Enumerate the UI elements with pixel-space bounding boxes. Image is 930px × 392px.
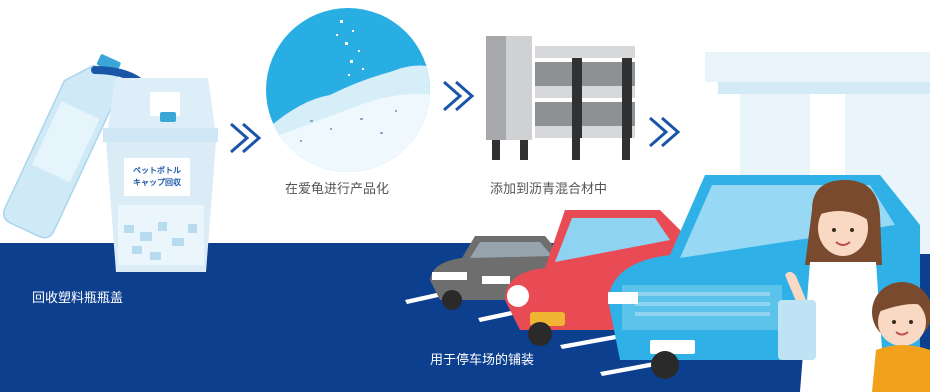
asphalt-plant-icon bbox=[486, 36, 635, 160]
step-arrow-3-icon bbox=[649, 116, 681, 148]
bottle-icon bbox=[3, 54, 121, 239]
bin-sign-line1: ペットボトル bbox=[133, 166, 181, 175]
bin-sign-line2: キャップ回収 bbox=[133, 178, 181, 187]
step-arrow-1-icon bbox=[230, 122, 262, 154]
bin-sign: ペットボトル キャップ回収 bbox=[124, 158, 190, 196]
step-label-recycle: 回收塑料瓶瓶盖 bbox=[32, 291, 124, 306]
step-label-asphalt: 添加到沥青混合材中 bbox=[490, 182, 608, 197]
step-label-parking: 用于停车场的铺装 bbox=[430, 353, 535, 368]
people-icon bbox=[778, 180, 930, 392]
step-arrow-2-icon bbox=[443, 80, 475, 112]
crushed-powder-icon bbox=[266, 8, 430, 172]
step-label-crush: 在爱龟进行产品化 bbox=[285, 182, 390, 197]
